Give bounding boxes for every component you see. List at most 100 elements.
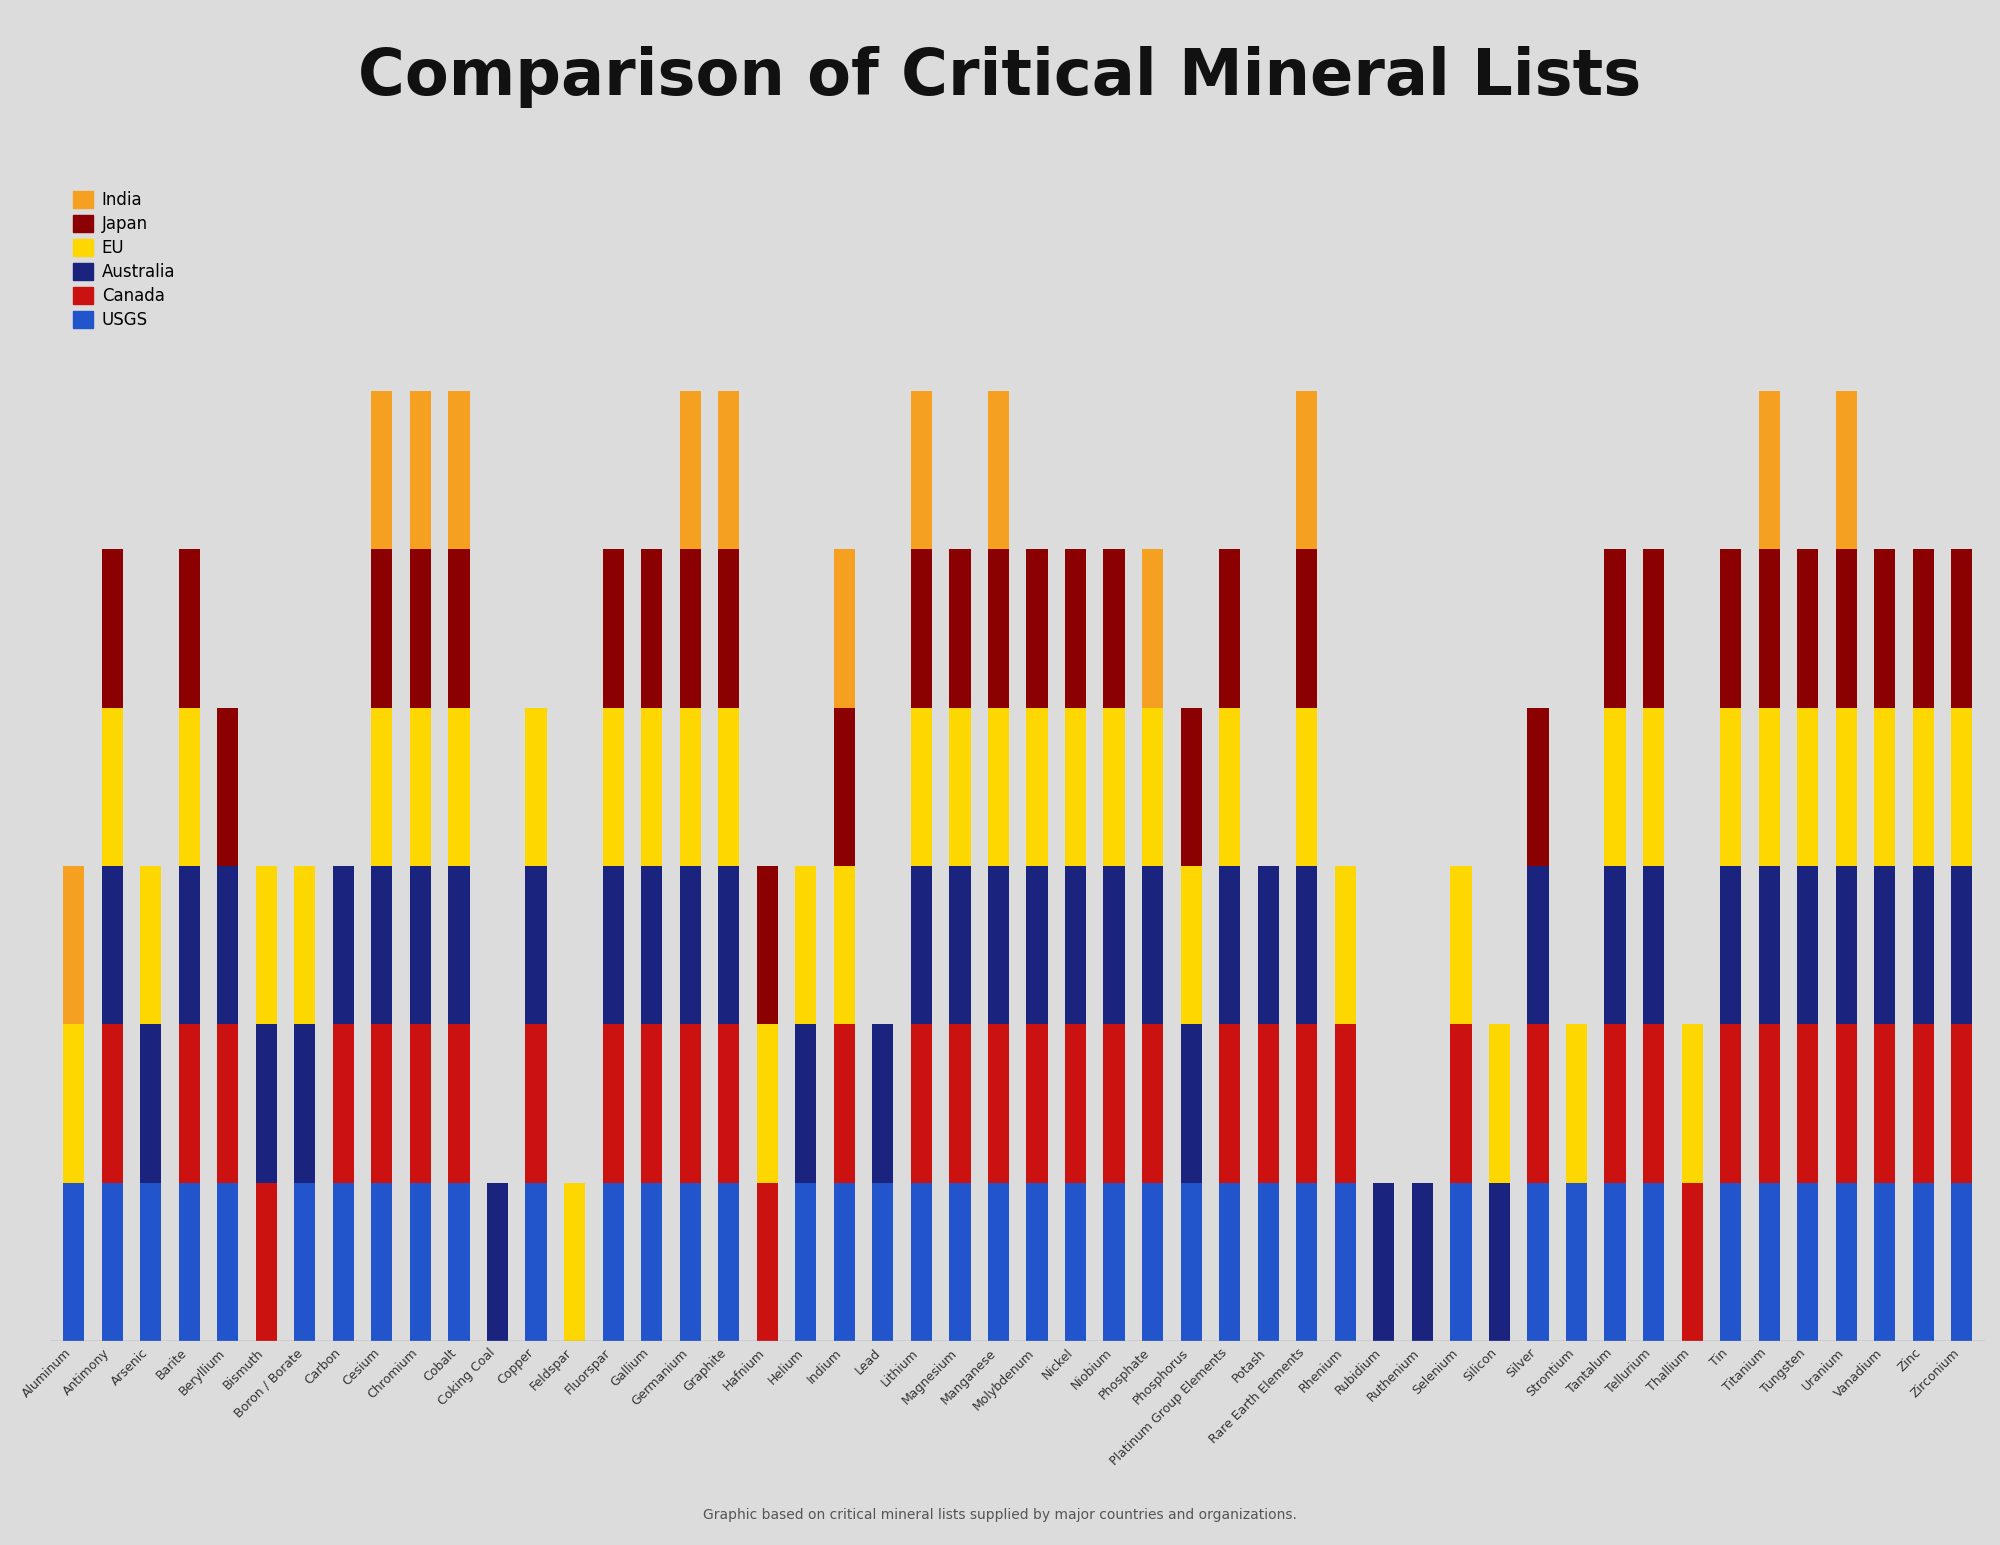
Bar	[218, 1182, 238, 1341]
Bar	[1912, 708, 1934, 867]
Bar	[718, 1024, 740, 1182]
Bar	[448, 867, 470, 1024]
Bar	[294, 1024, 316, 1182]
Bar	[1296, 867, 1318, 1024]
Bar	[1798, 708, 1818, 867]
Bar	[1836, 867, 1856, 1024]
Bar	[950, 550, 970, 708]
Bar	[1604, 1182, 1626, 1341]
Bar	[102, 1024, 122, 1182]
Bar	[1758, 867, 1780, 1024]
Bar	[1720, 1024, 1742, 1182]
Bar	[1026, 550, 1048, 708]
Bar	[1836, 391, 1856, 550]
Bar	[602, 550, 624, 708]
Bar	[1334, 867, 1356, 1024]
Bar	[1258, 867, 1278, 1024]
Bar	[1488, 1024, 1510, 1182]
Bar	[102, 1182, 122, 1341]
Legend: India, Japan, EU, Australia, Canada, USGS: India, Japan, EU, Australia, Canada, USG…	[68, 185, 180, 334]
Bar	[102, 550, 122, 708]
Bar	[448, 550, 470, 708]
Bar	[1450, 1182, 1472, 1341]
Bar	[680, 550, 700, 708]
Bar	[1682, 1024, 1702, 1182]
Bar	[796, 1024, 816, 1182]
Bar	[1450, 1024, 1472, 1182]
Bar	[1720, 550, 1742, 708]
Bar	[756, 867, 778, 1024]
Bar	[1528, 1182, 1548, 1341]
Bar	[256, 867, 276, 1024]
Bar	[988, 708, 1010, 867]
Bar	[950, 1024, 970, 1182]
Bar	[486, 1182, 508, 1341]
Bar	[1180, 1182, 1202, 1341]
Bar	[1758, 550, 1780, 708]
Bar	[718, 391, 740, 550]
Bar	[1220, 867, 1240, 1024]
Bar	[178, 550, 200, 708]
Bar	[1104, 1024, 1124, 1182]
Bar	[372, 708, 392, 867]
Bar	[332, 867, 354, 1024]
Bar	[178, 708, 200, 867]
Bar	[988, 391, 1010, 550]
Bar	[564, 1182, 586, 1341]
Bar	[1874, 1182, 1896, 1341]
Bar	[1334, 1024, 1356, 1182]
Bar	[950, 708, 970, 867]
Bar	[910, 550, 932, 708]
Bar	[1642, 1182, 1664, 1341]
Bar	[1258, 1024, 1278, 1182]
Bar	[1912, 1182, 1934, 1341]
Bar	[372, 550, 392, 708]
Bar	[410, 1182, 432, 1341]
Bar	[642, 1182, 662, 1341]
Bar	[1220, 1182, 1240, 1341]
Bar	[1374, 1182, 1394, 1341]
Bar	[140, 1182, 162, 1341]
Bar	[1952, 867, 1972, 1024]
Bar	[1720, 867, 1742, 1024]
Bar	[1604, 867, 1626, 1024]
Bar	[1952, 708, 1972, 867]
Bar	[64, 1024, 84, 1182]
Bar	[1874, 867, 1896, 1024]
Bar	[872, 1182, 894, 1341]
Bar	[1220, 550, 1240, 708]
Bar	[602, 1024, 624, 1182]
Bar	[1798, 1024, 1818, 1182]
Bar	[448, 1182, 470, 1341]
Bar	[410, 550, 432, 708]
Bar	[1566, 1024, 1588, 1182]
Bar	[1180, 867, 1202, 1024]
Bar	[1566, 1182, 1588, 1341]
Bar	[1758, 708, 1780, 867]
Text: Graphic based on critical mineral lists supplied by major countries and organiza: Graphic based on critical mineral lists …	[704, 1508, 1296, 1522]
Bar	[256, 1182, 276, 1341]
Bar	[718, 708, 740, 867]
Bar	[1604, 1024, 1626, 1182]
Bar	[218, 867, 238, 1024]
Bar	[602, 1182, 624, 1341]
Bar	[910, 1182, 932, 1341]
Bar	[642, 708, 662, 867]
Bar	[834, 867, 854, 1024]
Bar	[332, 1182, 354, 1341]
Bar	[796, 867, 816, 1024]
Bar	[1604, 550, 1626, 708]
Bar	[64, 867, 84, 1024]
Bar	[294, 1182, 316, 1341]
Bar	[680, 708, 700, 867]
Bar	[1220, 708, 1240, 867]
Bar	[1296, 391, 1318, 550]
Bar	[448, 708, 470, 867]
Bar	[256, 1024, 276, 1182]
Bar	[680, 391, 700, 550]
Bar	[448, 1024, 470, 1182]
Bar	[1836, 1182, 1856, 1341]
Bar	[1912, 550, 1934, 708]
Bar	[1142, 1182, 1164, 1341]
Bar	[218, 1024, 238, 1182]
